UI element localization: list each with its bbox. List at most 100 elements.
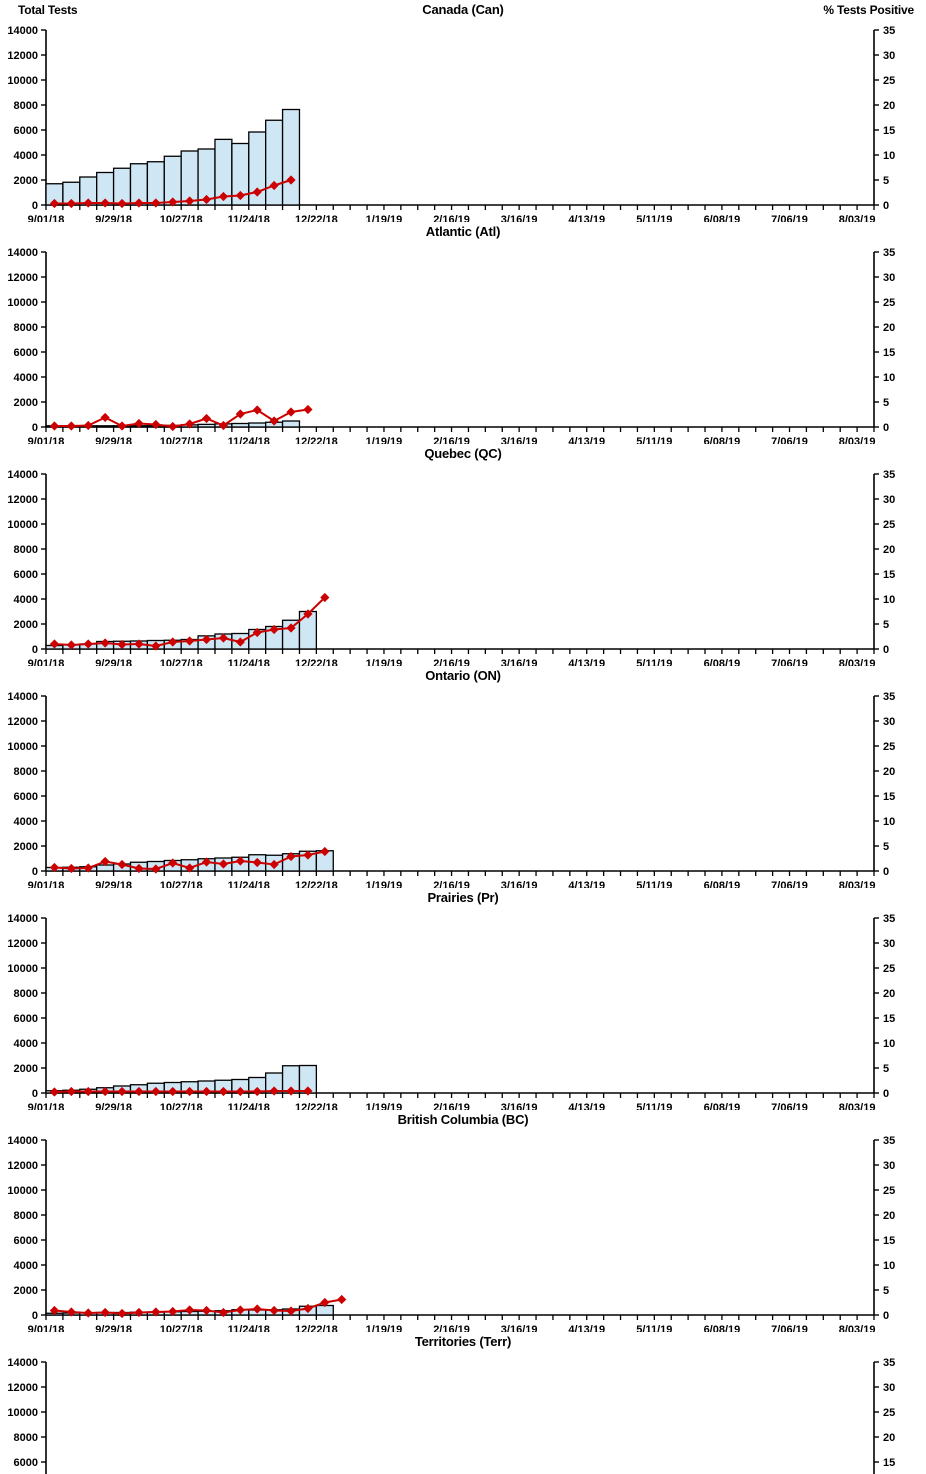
svg-text:2000: 2000 bbox=[14, 841, 38, 853]
svg-text:5/11/19: 5/11/19 bbox=[636, 1324, 672, 1332]
data-point-marker bbox=[320, 592, 330, 603]
svg-text:6/08/19: 6/08/19 bbox=[704, 1102, 741, 1110]
panel-header: Total Tests % Tests Positive Canada (Can) bbox=[0, 0, 926, 22]
svg-text:6000: 6000 bbox=[14, 125, 38, 137]
svg-text:9/29/18: 9/29/18 bbox=[95, 880, 132, 888]
svg-text:30: 30 bbox=[883, 1160, 895, 1172]
svg-text:5: 5 bbox=[883, 175, 889, 187]
data-point-marker bbox=[134, 863, 144, 874]
svg-text:6/08/19: 6/08/19 bbox=[704, 436, 741, 444]
svg-text:10000: 10000 bbox=[7, 519, 38, 531]
svg-text:11/24/18: 11/24/18 bbox=[228, 214, 270, 222]
svg-text:8000: 8000 bbox=[14, 100, 38, 112]
svg-text:35: 35 bbox=[883, 691, 895, 703]
svg-text:2000: 2000 bbox=[14, 397, 38, 409]
data-point-marker bbox=[303, 609, 313, 619]
svg-text:2000: 2000 bbox=[14, 175, 38, 187]
svg-text:15: 15 bbox=[883, 1013, 895, 1025]
bar bbox=[197, 423, 216, 428]
svg-text:35: 35 bbox=[883, 247, 895, 259]
svg-text:14000: 14000 bbox=[7, 469, 38, 481]
data-point-marker bbox=[83, 863, 93, 873]
svg-text:25: 25 bbox=[883, 519, 895, 531]
svg-text:25: 25 bbox=[883, 963, 895, 975]
svg-text:10: 10 bbox=[883, 372, 895, 384]
svg-text:30: 30 bbox=[883, 50, 895, 62]
svg-text:8000: 8000 bbox=[14, 322, 38, 334]
data-point-marker bbox=[83, 639, 93, 649]
data-point-marker bbox=[168, 197, 178, 207]
svg-text:12/22/18: 12/22/18 bbox=[295, 1102, 338, 1110]
svg-text:14000: 14000 bbox=[7, 1357, 38, 1369]
data-point-marker bbox=[134, 639, 144, 649]
chart-panel: Quebec (QC) 0 2000 4000 6000 8000 10000 12000 14… bbox=[0, 444, 926, 666]
data-point-marker bbox=[269, 624, 279, 635]
data-point-marker bbox=[269, 416, 279, 426]
panel-title: Quebec (QC) bbox=[424, 446, 502, 461]
svg-text:4000: 4000 bbox=[14, 372, 38, 384]
data-point-marker bbox=[218, 633, 229, 643]
plot-area: 0 2000 4000 6000 8000 10000 12000 14000 0 5 10 15 20… bbox=[0, 244, 926, 444]
data-point-marker bbox=[100, 856, 110, 867]
svg-text:1/19/19: 1/19/19 bbox=[366, 1102, 403, 1110]
svg-text:14000: 14000 bbox=[7, 25, 38, 37]
data-point-marker bbox=[117, 198, 127, 209]
right-axis-title: % Tests Positive bbox=[823, 3, 914, 17]
data-point-marker bbox=[83, 420, 93, 431]
data-point-marker bbox=[100, 198, 110, 208]
svg-text:0: 0 bbox=[883, 1088, 889, 1100]
svg-text:2/16/19: 2/16/19 bbox=[433, 1102, 470, 1110]
data-point-marker bbox=[117, 421, 127, 431]
data-point-marker bbox=[235, 856, 245, 866]
chart-panel: Territories (Terr)0200040006000800010000… bbox=[0, 1332, 926, 1474]
svg-text:25: 25 bbox=[883, 1185, 895, 1197]
chart-panel: British Columbia (BC) 0 2000 4000 6000 8000 10… bbox=[0, 1110, 926, 1332]
data-point-marker bbox=[235, 637, 245, 647]
data-point-marker bbox=[168, 421, 178, 432]
svg-text:0: 0 bbox=[883, 644, 889, 656]
svg-text:10000: 10000 bbox=[7, 1407, 38, 1419]
svg-text:12/22/18: 12/22/18 bbox=[295, 658, 338, 666]
data-point-marker bbox=[66, 198, 76, 209]
svg-text:0: 0 bbox=[883, 200, 889, 212]
data-point-marker bbox=[320, 846, 330, 857]
left-axis-title: Total Tests bbox=[18, 3, 78, 17]
svg-text:10/27/18: 10/27/18 bbox=[160, 436, 203, 444]
svg-text:35: 35 bbox=[883, 1135, 895, 1147]
data-point-marker bbox=[83, 1308, 93, 1318]
svg-text:10/27/18: 10/27/18 bbox=[160, 1102, 203, 1110]
svg-text:6/08/19: 6/08/19 bbox=[704, 1324, 741, 1332]
svg-text:8/03/19: 8/03/19 bbox=[839, 880, 876, 888]
svg-text:10/27/18: 10/27/18 bbox=[160, 658, 203, 666]
panel-header: Prairies (Pr) bbox=[0, 888, 926, 910]
svg-text:1/19/19: 1/19/19 bbox=[366, 880, 403, 888]
data-point-marker bbox=[49, 421, 60, 431]
svg-text:20: 20 bbox=[883, 1432, 895, 1444]
line-series bbox=[49, 846, 330, 874]
svg-text:3/16/19: 3/16/19 bbox=[501, 1102, 538, 1110]
svg-text:8000: 8000 bbox=[14, 988, 38, 1000]
chart-panel: Total Tests % Tests Positive Canada (Can) 0… bbox=[0, 0, 926, 222]
svg-text:6000: 6000 bbox=[14, 347, 38, 359]
svg-text:5/11/19: 5/11/19 bbox=[636, 658, 672, 666]
svg-text:9/01/18: 9/01/18 bbox=[28, 880, 65, 888]
panel-title: British Columbia (BC) bbox=[397, 1112, 529, 1127]
data-point-marker bbox=[151, 198, 161, 208]
svg-text:11/24/18: 11/24/18 bbox=[228, 1324, 270, 1332]
svg-text:6000: 6000 bbox=[14, 1013, 38, 1025]
svg-text:5/11/19: 5/11/19 bbox=[636, 1102, 672, 1110]
svg-text:20: 20 bbox=[883, 766, 895, 778]
plot-area: 0 2000 4000 6000 8000 10000 12000 14000 0 5 10 15 20… bbox=[0, 910, 926, 1110]
svg-text:10000: 10000 bbox=[7, 963, 38, 975]
data-point-marker bbox=[66, 421, 76, 431]
plot-area: 0 2000 4000 6000 8000 10000 12000 14000 0 5 10 15 20… bbox=[0, 22, 926, 222]
svg-text:0: 0 bbox=[32, 1310, 38, 1322]
line-series bbox=[49, 592, 330, 651]
plot-area: 0 2000 4000 6000 8000 10000 12000 14000 0 5 10 15 20… bbox=[0, 1132, 926, 1332]
panel-header: British Columbia (BC) bbox=[0, 1110, 926, 1132]
chart-panel: Atlantic (Atl) 0 2000 4000 6000 8000 10000 1200… bbox=[0, 222, 926, 444]
svg-text:4000: 4000 bbox=[14, 816, 38, 828]
svg-text:35: 35 bbox=[883, 469, 895, 481]
